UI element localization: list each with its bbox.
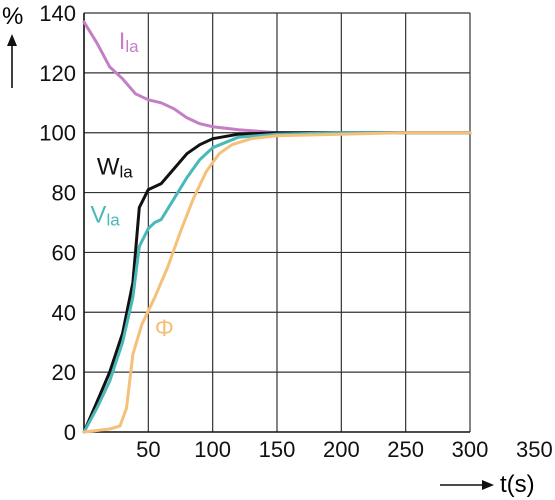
x-tick-label: 300 <box>452 437 489 462</box>
chart-axes <box>83 13 470 433</box>
y-axis-label: % <box>2 3 23 30</box>
x-tick-label: 200 <box>323 437 360 462</box>
y-tick-label: 120 <box>39 61 76 86</box>
y-tick-label: 100 <box>39 121 76 146</box>
y-tick-label: 20 <box>52 360 76 385</box>
y-axis-arrow-head <box>7 34 17 46</box>
axis-labels: % t(s) <box>2 3 535 498</box>
series-label-1: Wla <box>97 154 133 182</box>
series-label-3: Φ <box>155 315 174 342</box>
tick-labels: 0 20 40 60 80 100 120 140 50 100 150 200 250 300 350 <box>39 1 552 462</box>
y-tick-label: 0 <box>64 420 76 445</box>
series-label-2: Vla <box>90 202 120 230</box>
y-tick-label: 60 <box>52 240 76 265</box>
x-tick-label: 350 <box>516 437 553 462</box>
y-tick-label: 80 <box>52 181 76 206</box>
series-label-0: Ila <box>119 28 139 56</box>
x-tick-label: 150 <box>259 437 296 462</box>
y-tick-label: 40 <box>52 300 76 325</box>
series-lines <box>82 20 472 434</box>
series-labels: Ila Wla Vla Φ <box>90 28 173 342</box>
y-tick-label: 140 <box>39 1 76 26</box>
x-tick-label: 250 <box>387 437 424 462</box>
chart-grid <box>84 12 471 432</box>
x-tick-label: 100 <box>194 437 231 462</box>
x-axis-arrow-head <box>482 480 494 490</box>
x-axis-label: t(s) <box>500 471 535 498</box>
x-tick-label: 50 <box>136 437 160 462</box>
series-line-3 <box>82 131 472 434</box>
